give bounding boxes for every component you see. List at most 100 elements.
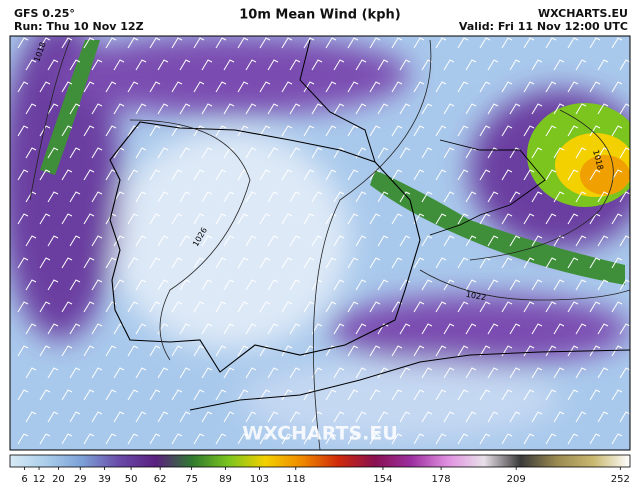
wind-barb — [421, 235, 433, 247]
wind-barb — [289, 279, 301, 291]
wind-barb — [589, 257, 601, 269]
colorbar-tick-label: 6 — [21, 474, 27, 485]
wind-barb — [567, 389, 579, 401]
wind-barb — [267, 411, 279, 423]
wind-barb — [193, 81, 205, 93]
wind-barb — [553, 59, 565, 71]
wind-barb — [333, 411, 345, 423]
wind-barb — [267, 279, 279, 291]
wind-barb — [355, 411, 367, 423]
wind-barb — [17, 257, 29, 269]
wind-barb — [377, 323, 389, 335]
wind-barb — [567, 345, 579, 357]
wind-barb — [597, 147, 609, 159]
wind-barb — [149, 433, 161, 445]
wind-barb — [259, 389, 271, 401]
wind-barb — [91, 59, 103, 71]
wind-barb — [553, 367, 565, 379]
wind-barb — [597, 279, 609, 291]
wind-barb — [69, 411, 81, 423]
wind-barb — [91, 103, 103, 115]
wind-barb — [501, 37, 513, 49]
wind-barb — [25, 191, 37, 203]
wind-barb — [61, 169, 73, 181]
colorbar-tick-label: 89 — [219, 474, 232, 485]
wind-barb — [83, 169, 95, 181]
wind-barb — [575, 235, 587, 247]
wind-barb — [435, 433, 447, 445]
wind-barb — [149, 213, 161, 225]
map-frame — [9, 35, 631, 451]
wind-barb — [69, 323, 81, 335]
wind-barb — [259, 169, 271, 181]
coastline — [109, 121, 421, 373]
wind-barb — [501, 389, 513, 401]
wind-barb — [223, 191, 235, 203]
wind-barb — [391, 81, 403, 93]
wind-barb — [597, 411, 609, 423]
wind-barb — [399, 59, 411, 71]
wind-barb — [157, 279, 169, 291]
valid-label: Valid: Fri 11 Nov 12:00 UTC — [459, 20, 628, 33]
wind-barb — [413, 37, 425, 49]
wind-barb — [113, 279, 125, 291]
site-label: WXCHARTS.EU — [538, 7, 628, 20]
wind-barb — [421, 367, 433, 379]
wind-barb — [289, 411, 301, 423]
wind-barb — [303, 257, 315, 269]
wind-barb — [523, 169, 535, 181]
wind-barb — [413, 301, 425, 313]
run-label: Run: Thu 10 Nov 12Z — [14, 20, 144, 33]
wind-barb — [611, 345, 623, 357]
wind-barb — [127, 169, 139, 181]
wind-barb — [193, 301, 205, 313]
wind-barb — [17, 301, 29, 313]
wind-barb — [399, 411, 411, 423]
wind-barb — [421, 103, 433, 115]
wind-barb — [215, 125, 227, 137]
wind-barb — [17, 37, 29, 49]
wind-barb — [553, 323, 565, 335]
wind-barb — [443, 147, 455, 159]
wind-barb — [369, 257, 381, 269]
wind-barb — [531, 367, 543, 379]
wind-barb — [457, 125, 469, 137]
wind-barb — [531, 147, 543, 159]
wind-barb — [47, 367, 59, 379]
wind-barb — [135, 147, 147, 159]
colorbar-tick-label: 103 — [250, 474, 269, 485]
wind-barb — [487, 411, 499, 423]
wind-barb — [399, 103, 411, 115]
wind-barb — [311, 279, 323, 291]
wind-barb — [303, 81, 315, 93]
wind-barb — [245, 147, 257, 159]
wind-barb — [193, 389, 205, 401]
wind-barb — [487, 147, 499, 159]
wind-barb — [83, 81, 95, 93]
wind-barb — [443, 411, 455, 423]
wind-barb — [575, 59, 587, 71]
wind-barb — [391, 257, 403, 269]
wind-barb — [465, 191, 477, 203]
wind-barb — [347, 37, 359, 49]
wind-barb — [501, 81, 513, 93]
wind-barb — [69, 279, 81, 291]
colorbar — [9, 454, 631, 468]
isobar — [29, 39, 71, 201]
wind-barb — [245, 411, 257, 423]
wind-barb — [215, 169, 227, 181]
wind-barb — [567, 169, 579, 181]
wind-barb — [523, 301, 535, 313]
wind-barb — [47, 235, 59, 247]
wind-barb — [171, 301, 183, 313]
wind-barb — [523, 125, 535, 137]
coastline — [189, 349, 630, 411]
wind-barb — [413, 257, 425, 269]
wind-barb — [347, 169, 359, 181]
wind-barb — [83, 389, 95, 401]
wind-barb — [303, 345, 315, 357]
wind-barb — [149, 125, 161, 137]
wind-barb — [333, 323, 345, 335]
wind-barb — [501, 125, 513, 137]
